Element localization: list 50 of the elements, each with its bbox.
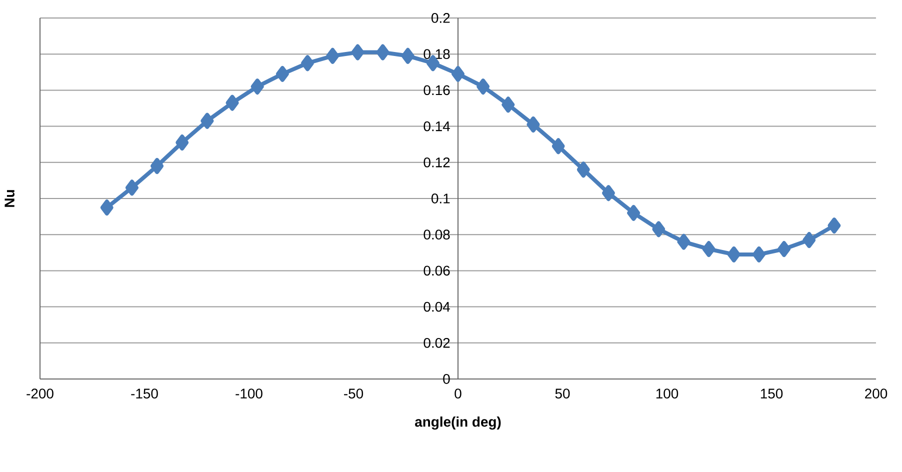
x-tick-label: 100 xyxy=(656,388,678,399)
x-tick-label: 50 xyxy=(555,388,570,399)
y-tick-label: 0.1 xyxy=(432,194,450,204)
y-tick-label: 0.18 xyxy=(424,49,450,60)
point xyxy=(552,138,565,154)
point xyxy=(677,234,690,250)
y-tick-label: 0.14 xyxy=(424,121,450,132)
x-axis-title: angle(in deg) xyxy=(415,416,501,430)
point xyxy=(276,66,289,82)
y-axis-title: Nu xyxy=(4,190,14,207)
y-tick-label: 0.2 xyxy=(432,13,450,23)
point xyxy=(652,221,666,238)
x-tick-label: -200 xyxy=(26,388,54,399)
point xyxy=(502,96,515,113)
y-tick-label: 0.06 xyxy=(424,266,450,276)
point xyxy=(351,44,364,60)
point xyxy=(401,48,414,64)
point xyxy=(702,241,716,258)
point xyxy=(376,44,390,60)
y-tick-label: 0.08 xyxy=(424,230,450,240)
y-tick-label: 0.12 xyxy=(424,157,450,168)
point xyxy=(301,55,314,72)
y-tick-label: 0.16 xyxy=(424,85,450,96)
point xyxy=(250,78,264,95)
point xyxy=(828,218,841,234)
x-tick-label: 150 xyxy=(760,388,783,399)
point xyxy=(778,241,791,258)
point xyxy=(602,185,615,202)
point xyxy=(452,66,464,82)
point xyxy=(802,232,816,248)
point xyxy=(176,134,189,151)
y-tick-label: 0.02 xyxy=(424,338,450,348)
x-tick-label: 0 xyxy=(454,388,462,399)
point xyxy=(200,112,214,129)
x-tick-label: -100 xyxy=(236,388,262,399)
y-tick-label: 0.04 xyxy=(424,302,450,312)
point xyxy=(576,162,590,178)
point xyxy=(627,204,640,221)
point xyxy=(326,48,340,64)
point xyxy=(226,94,239,111)
point xyxy=(476,78,490,95)
point xyxy=(727,246,740,262)
point xyxy=(150,158,164,174)
x-tick-label: -150 xyxy=(131,388,158,399)
x-tick-label: -50 xyxy=(344,388,364,399)
point xyxy=(526,116,540,132)
point xyxy=(125,180,138,196)
x-tick-label: 200 xyxy=(865,388,888,399)
point xyxy=(752,246,766,262)
point xyxy=(100,200,114,216)
